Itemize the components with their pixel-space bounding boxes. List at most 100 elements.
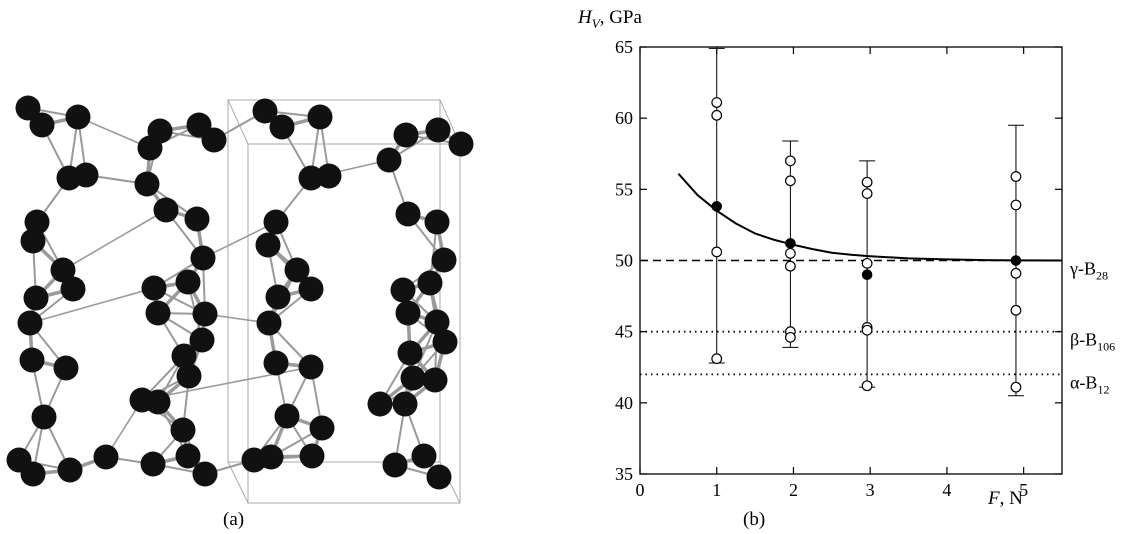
boron-atom <box>307 104 333 130</box>
boron-atom <box>395 300 421 326</box>
boron-atom <box>252 98 278 124</box>
boron-atom <box>298 276 324 302</box>
panel-a-label: (a) <box>223 509 245 530</box>
x-axis-title: F, N <box>987 488 1023 509</box>
boron-atom <box>176 363 202 389</box>
boron-atom <box>201 127 227 153</box>
open-data-point <box>784 155 796 167</box>
boron-atom <box>395 201 421 227</box>
boron-atom <box>448 131 474 157</box>
fit-curve <box>677 173 1063 262</box>
boron-atom <box>184 206 210 232</box>
unit-cell-edge <box>227 99 249 145</box>
bond-long <box>29 287 155 324</box>
boron-atom <box>53 355 79 381</box>
boron-atom <box>153 197 179 223</box>
boron-atom <box>382 452 408 478</box>
boron-atom <box>60 276 86 302</box>
mean-data-point <box>861 269 873 281</box>
boron-atom <box>50 257 76 283</box>
boron-atom <box>392 391 418 417</box>
open-data-point <box>1010 381 1022 393</box>
open-data-point <box>1010 267 1022 279</box>
boron-atom <box>192 461 218 487</box>
y-tick-label: 55 <box>615 179 633 199</box>
open-data-point <box>861 176 873 188</box>
boron-atom <box>269 114 295 140</box>
boron-atom <box>147 118 173 144</box>
bond-long <box>77 116 151 149</box>
boron-atom <box>431 247 457 273</box>
boron-atom <box>367 391 393 417</box>
boron-atom <box>31 404 57 430</box>
x-tick-label: 0 <box>636 480 645 500</box>
boron-atom <box>24 209 50 235</box>
boron-atoms <box>6 95 474 490</box>
open-data-point <box>784 247 796 259</box>
open-data-point <box>711 246 723 258</box>
x-tick-label: 4 <box>942 480 951 500</box>
boron-atom <box>20 228 46 254</box>
open-data-point <box>1010 171 1022 182</box>
boron-atom <box>189 327 215 353</box>
mean-data-point <box>785 238 796 249</box>
x-tick-label: 1 <box>712 480 721 500</box>
boron-atom <box>255 232 281 258</box>
panel-b-label: (b) <box>743 509 766 530</box>
x-tick-label: 5 <box>1019 480 1028 500</box>
boron-atom <box>263 350 289 376</box>
boron-atom <box>19 347 45 373</box>
boron-atom <box>141 275 167 301</box>
boron-atom <box>65 104 91 130</box>
open-data-point <box>784 331 796 343</box>
boron-atom <box>400 365 426 391</box>
boron-atom <box>376 147 402 173</box>
boron-atom <box>175 443 201 469</box>
boron-atom <box>190 245 216 271</box>
error-bars <box>708 47 1024 397</box>
boron-atom <box>20 461 46 487</box>
boron-atom <box>256 310 282 336</box>
boron-atom <box>298 354 324 380</box>
open-data-point <box>861 324 873 336</box>
crystal-structure-illustration <box>6 95 474 504</box>
boron-atom <box>175 269 201 295</box>
axis-ticks <box>639 46 1062 475</box>
y-tick-label: 35 <box>615 464 633 484</box>
boron-atom <box>171 343 197 369</box>
boron-atom <box>390 277 416 303</box>
boron-atom <box>426 464 452 490</box>
boron-atom <box>432 329 458 355</box>
x-tick-label: 3 <box>866 480 875 500</box>
y-tick-label: 40 <box>615 393 633 413</box>
boron-atom <box>57 457 83 483</box>
boron-atom <box>73 162 99 188</box>
mean-data-point <box>1010 255 1022 266</box>
boron-atom <box>134 171 160 197</box>
boron-atom <box>397 340 423 366</box>
unit-cell-edge <box>227 461 249 504</box>
reference-line-labels: γ-B28 β-B106 α-B12 <box>1069 259 1115 397</box>
reference-lines <box>640 259 1062 376</box>
boron-atom <box>15 95 41 121</box>
boron-atom <box>316 163 342 189</box>
boron-atom <box>393 122 419 148</box>
open-data-point <box>861 380 873 392</box>
boron-atom <box>265 284 291 310</box>
boron-atom <box>140 451 166 477</box>
boron-atom <box>284 257 310 283</box>
mean-data-point <box>711 201 723 212</box>
x-tick-label: 2 <box>789 480 798 500</box>
open-data-point <box>861 257 873 269</box>
boron-atom <box>309 415 335 441</box>
open-data-point <box>784 260 796 272</box>
reference-line-label: γ-B28 <box>1069 259 1108 283</box>
data-points <box>711 97 1022 393</box>
boron-atom <box>274 403 300 429</box>
boron-atom <box>417 270 443 296</box>
reference-line-label: α-B12 <box>1070 372 1109 396</box>
open-data-point <box>1010 199 1022 211</box>
